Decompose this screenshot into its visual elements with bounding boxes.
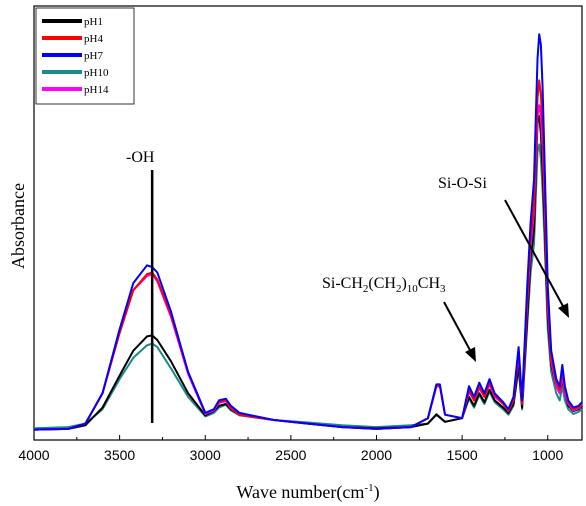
series-line-ph7 [33, 33, 583, 431]
x-tick-label: 1500 [447, 447, 478, 463]
annotation-sich-arrow [443, 301, 472, 353]
series-line-ph10 [33, 143, 583, 430]
legend-label-ph4: pH4 [84, 33, 103, 45]
legend-label-ph7: pH7 [84, 50, 103, 62]
x-tick-label: 4000 [18, 447, 49, 463]
series-layer [33, 33, 583, 431]
ticks-layer: 4000 3500 3000 2500 2000 1500 1000 [18, 435, 564, 463]
annotation-siosi-arrow [504, 199, 565, 309]
legend-label-ph10: pH10 [84, 67, 109, 79]
x-tick-label: 3000 [190, 447, 221, 463]
annotation-oh: -OH [126, 149, 155, 423]
annotation-oh-label: -OH [126, 149, 155, 166]
series-line-ph1 [33, 115, 583, 431]
y-axis-title: Absorbance [8, 183, 28, 269]
annotation-siosi-arrowhead [558, 303, 569, 318]
legend: pH1 pH4 pH7 pH10 pH14 [35, 7, 135, 105]
annotation-siosi-label: Si-O-Si [438, 175, 487, 192]
legend-label-ph14: pH14 [84, 84, 109, 96]
x-axis-title: Wave number(cm-1) [236, 482, 379, 503]
x-tick-label: 1000 [532, 447, 563, 463]
annotation-siosi: Si-O-Si [438, 175, 569, 318]
plot-frame [33, 5, 583, 441]
x-tick-label: 2000 [361, 447, 392, 463]
annotation-sich: Si-CH2(CH2)10CH3 [322, 275, 476, 362]
annotation-sich-label: Si-CH2(CH2)10CH3 [322, 275, 446, 295]
annotation-sich-arrowhead [465, 347, 476, 362]
legend-label-ph1: pH1 [84, 16, 103, 28]
series-line-ph4 [33, 79, 583, 431]
x-tick-label: 2500 [275, 447, 306, 463]
x-tick-label: 3500 [104, 447, 135, 463]
